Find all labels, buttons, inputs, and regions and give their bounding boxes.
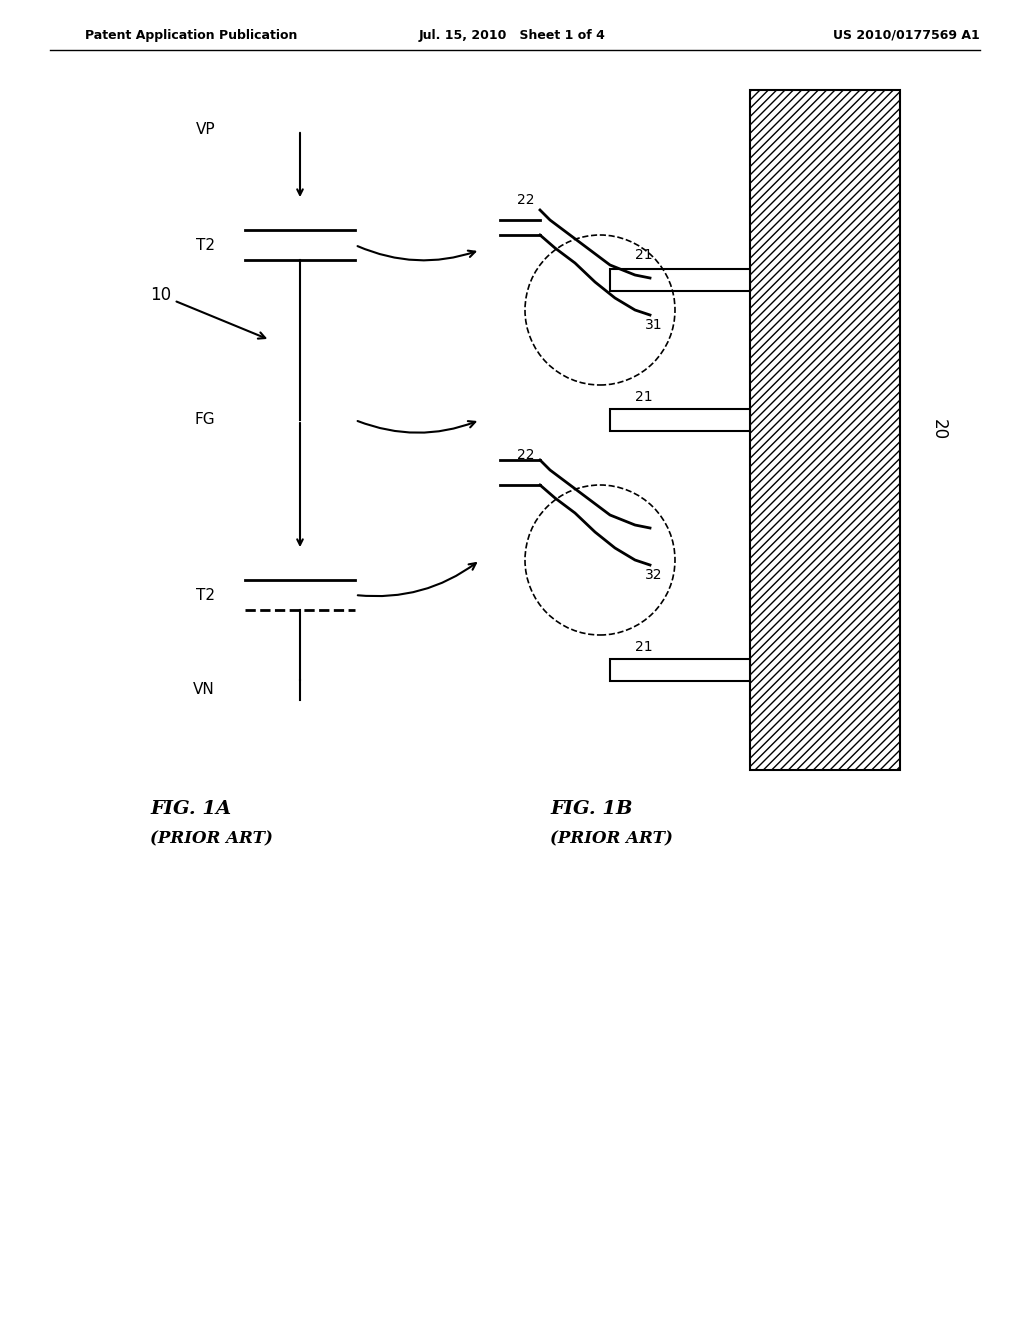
Text: 21: 21 bbox=[635, 248, 652, 261]
Text: FIG. 1A: FIG. 1A bbox=[150, 800, 231, 818]
Bar bbox=[610, 659, 750, 681]
Bar bbox=[610, 269, 750, 290]
Text: FG: FG bbox=[195, 412, 215, 428]
Text: US 2010/0177569 A1: US 2010/0177569 A1 bbox=[834, 29, 980, 41]
Bar bbox=[610, 409, 750, 432]
Text: FIG. 1B: FIG. 1B bbox=[550, 800, 633, 818]
Text: 22: 22 bbox=[517, 193, 535, 207]
Text: 21: 21 bbox=[635, 389, 652, 404]
Text: (PRIOR ART): (PRIOR ART) bbox=[150, 830, 272, 847]
FancyArrowPatch shape bbox=[357, 246, 475, 260]
Text: 21: 21 bbox=[635, 640, 652, 653]
Text: Jul. 15, 2010   Sheet 1 of 4: Jul. 15, 2010 Sheet 1 of 4 bbox=[419, 29, 605, 41]
FancyArrowPatch shape bbox=[357, 564, 476, 597]
Bar bbox=[750, 90, 900, 770]
Text: T2: T2 bbox=[196, 238, 215, 252]
Text: 20: 20 bbox=[930, 420, 948, 441]
FancyArrowPatch shape bbox=[357, 421, 475, 433]
Text: Patent Application Publication: Patent Application Publication bbox=[85, 29, 297, 41]
Text: (PRIOR ART): (PRIOR ART) bbox=[550, 830, 673, 847]
Text: 22: 22 bbox=[517, 447, 535, 462]
Text: VN: VN bbox=[194, 682, 215, 697]
Text: 32: 32 bbox=[645, 568, 663, 582]
Text: VP: VP bbox=[196, 123, 215, 137]
Text: 31: 31 bbox=[645, 318, 663, 333]
Text: T2: T2 bbox=[196, 587, 215, 602]
Text: 10: 10 bbox=[150, 286, 265, 339]
